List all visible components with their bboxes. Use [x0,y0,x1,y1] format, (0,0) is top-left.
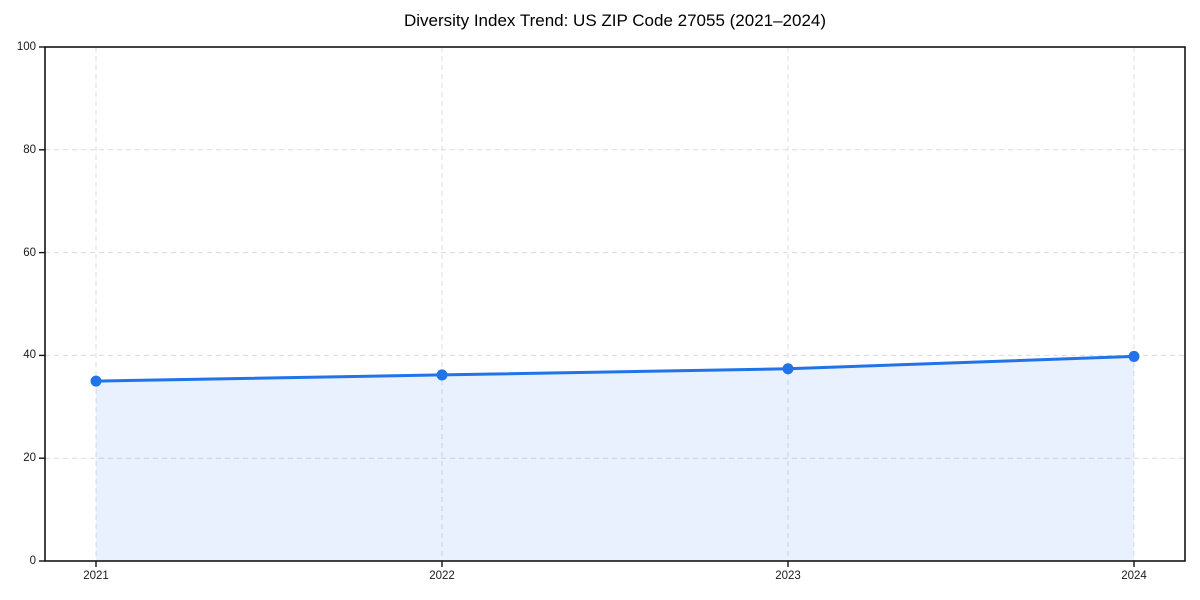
plot-border [44,46,1186,562]
y-axis-tick-label: 100 [16,41,36,53]
x-axis-tick-label: 2023 [775,570,801,582]
chart-title: Diversity Index Trend: US ZIP Code 27055… [403,11,827,30]
x-axis-tick-label: 2022 [429,570,455,582]
data-point [436,369,448,381]
x-axis-tick-label: 2024 [1121,570,1147,582]
y-axis-tick-label: 40 [23,349,36,362]
y-axis-tick-label: 60 [23,246,36,259]
y-axis-tick-label: 20 [23,452,36,465]
data-point [782,363,794,375]
x-axis-tick-label: 2021 [83,570,109,582]
data-point [1128,350,1140,362]
data-point [90,375,102,387]
y-axis-tick-label: 80 [23,143,36,156]
trend-line [94,354,1136,383]
y-axis-tick-label: 0 [29,555,36,567]
area-fill [96,356,1134,561]
